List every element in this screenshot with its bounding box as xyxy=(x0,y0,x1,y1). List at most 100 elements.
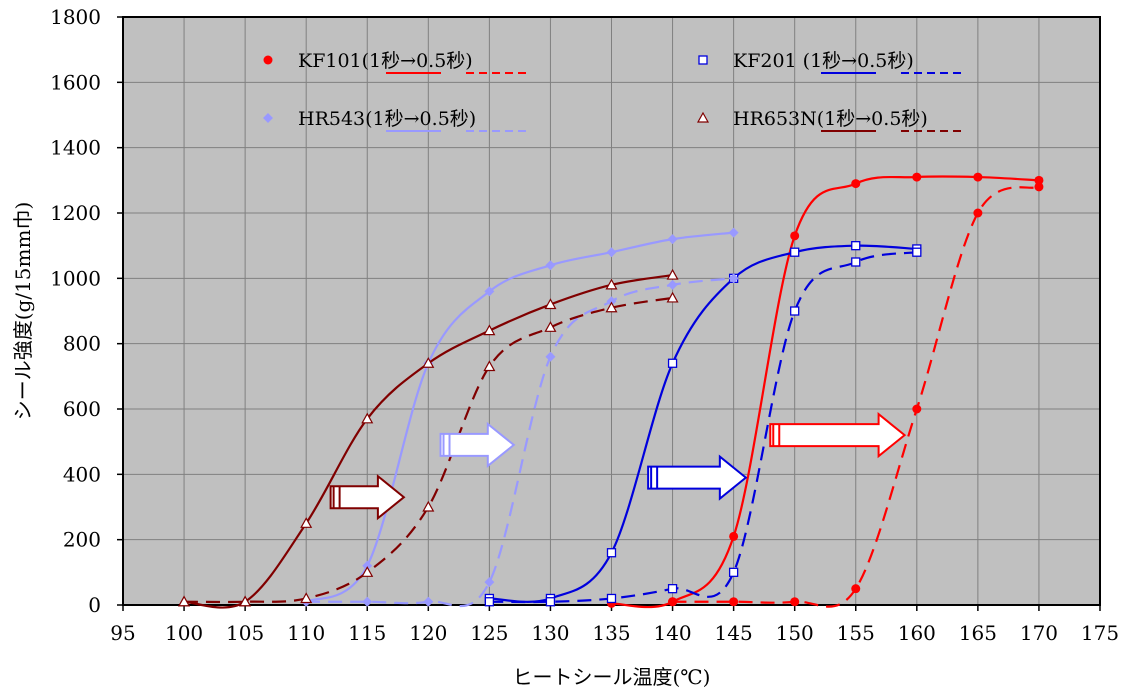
legend-label: KF201 (1秒→0.5秒) xyxy=(733,50,914,72)
data-point xyxy=(483,360,496,372)
data-point xyxy=(668,597,678,607)
data-point xyxy=(912,172,922,182)
x-tick-label: 120 xyxy=(409,621,447,645)
arrow-body xyxy=(769,412,907,459)
y-axis-ticks: 0 200 400 600 800 1000 1200 1400 1600 1800 xyxy=(50,5,123,617)
x-tick-label: 155 xyxy=(837,621,875,645)
data-point xyxy=(851,584,861,594)
series-line xyxy=(306,277,734,608)
data-point xyxy=(728,273,739,284)
x-tick-label: 150 xyxy=(776,621,814,645)
y-tick-label: 800 xyxy=(63,332,101,356)
x-tick-label: 95 xyxy=(110,621,135,645)
data-point xyxy=(545,597,556,607)
data-point xyxy=(178,595,191,607)
data-point xyxy=(423,596,434,607)
x-axis-ticks: 95 100 105 110 115 120 125 130 135 140 145 150 155 16… xyxy=(110,605,1119,645)
data-point xyxy=(851,179,861,189)
y-tick-label: 0 xyxy=(88,593,101,617)
legend-label: HR543(1秒→0.5秒) xyxy=(298,108,476,130)
data-point xyxy=(790,247,800,257)
legend-marker xyxy=(696,111,710,123)
data-point xyxy=(912,247,922,257)
data-point xyxy=(667,279,678,290)
data-point xyxy=(973,208,983,218)
shift-arrows xyxy=(329,412,907,521)
legend-label: HR653N(1秒→0.5秒) xyxy=(733,108,928,130)
data-point xyxy=(362,560,373,571)
legend-item: KF201 (1秒→0.5秒) xyxy=(698,50,961,74)
data-point xyxy=(728,567,739,577)
data-point xyxy=(973,172,983,182)
legend-marker xyxy=(263,55,273,65)
data-point xyxy=(484,597,495,607)
data-point xyxy=(666,291,679,303)
y-tick-label: 1200 xyxy=(50,201,101,225)
x-tick-label: 160 xyxy=(898,621,936,645)
data-point xyxy=(790,597,800,607)
shift-arrow xyxy=(769,412,907,459)
data-point xyxy=(912,404,922,414)
x-tick-label: 165 xyxy=(959,621,997,645)
data-point xyxy=(605,278,618,290)
data-point xyxy=(300,517,313,528)
x-axis-title: ヒートシール温度(℃) xyxy=(513,665,711,689)
y-tick-label: 1800 xyxy=(50,5,101,29)
data-point xyxy=(729,597,739,607)
data-point xyxy=(667,584,678,594)
data-point xyxy=(1034,175,1044,185)
series-line xyxy=(183,273,673,609)
y-axis-title: シール強度(g/15mm巾) xyxy=(11,202,35,421)
data-point xyxy=(544,298,557,310)
x-tick-label: 175 xyxy=(1081,621,1119,645)
data-point xyxy=(666,268,679,280)
data-point xyxy=(544,321,557,332)
y-tick-label: 1000 xyxy=(50,266,101,290)
arrow-body xyxy=(439,421,516,469)
data-point xyxy=(422,500,435,512)
legend-marker xyxy=(263,113,273,123)
x-tick-label: 110 xyxy=(287,621,325,645)
data-series xyxy=(178,172,1044,609)
data-point xyxy=(605,301,618,313)
y-tick-label: 1600 xyxy=(50,70,101,94)
y-tick-label: 400 xyxy=(63,462,101,486)
x-tick-label: 125 xyxy=(470,621,508,645)
data-point xyxy=(851,257,861,267)
y-tick-label: 200 xyxy=(63,528,101,552)
series-1 xyxy=(668,182,1044,608)
y-tick-label: 1400 xyxy=(50,136,101,160)
series-line xyxy=(672,185,1040,608)
data-point xyxy=(790,231,800,241)
data-point xyxy=(362,596,373,607)
series-7 xyxy=(178,291,679,607)
data-point xyxy=(667,234,678,245)
data-point xyxy=(483,324,496,336)
data-point xyxy=(729,531,739,541)
x-tick-label: 170 xyxy=(1020,621,1058,645)
x-tick-label: 140 xyxy=(653,621,691,645)
data-point xyxy=(545,351,556,362)
data-point xyxy=(728,227,739,238)
series-3 xyxy=(484,247,922,607)
legend-item: HR653N(1秒→0.5秒) xyxy=(696,108,961,132)
data-point xyxy=(361,566,374,577)
series-line xyxy=(489,244,917,603)
data-point xyxy=(851,241,861,251)
data-point xyxy=(300,592,313,604)
data-point xyxy=(1034,182,1044,192)
data-point xyxy=(606,247,617,258)
arrow-body xyxy=(647,454,748,501)
legend-item: KF101(1秒→0.5秒) xyxy=(263,50,526,74)
x-tick-label: 115 xyxy=(348,621,386,645)
legend: KF101(1秒→0.5秒) KF201 (1秒→0.5秒) HR543(1秒→0.… xyxy=(263,50,961,132)
legend-label: KF101(1秒→0.5秒) xyxy=(298,50,473,72)
data-point xyxy=(667,358,678,368)
data-point xyxy=(606,296,617,307)
shift-arrow xyxy=(439,421,516,469)
data-point xyxy=(239,595,252,607)
legend-item: HR543(1秒→0.5秒) xyxy=(263,108,526,132)
x-tick-label: 100 xyxy=(165,621,203,645)
data-point xyxy=(606,593,617,604)
